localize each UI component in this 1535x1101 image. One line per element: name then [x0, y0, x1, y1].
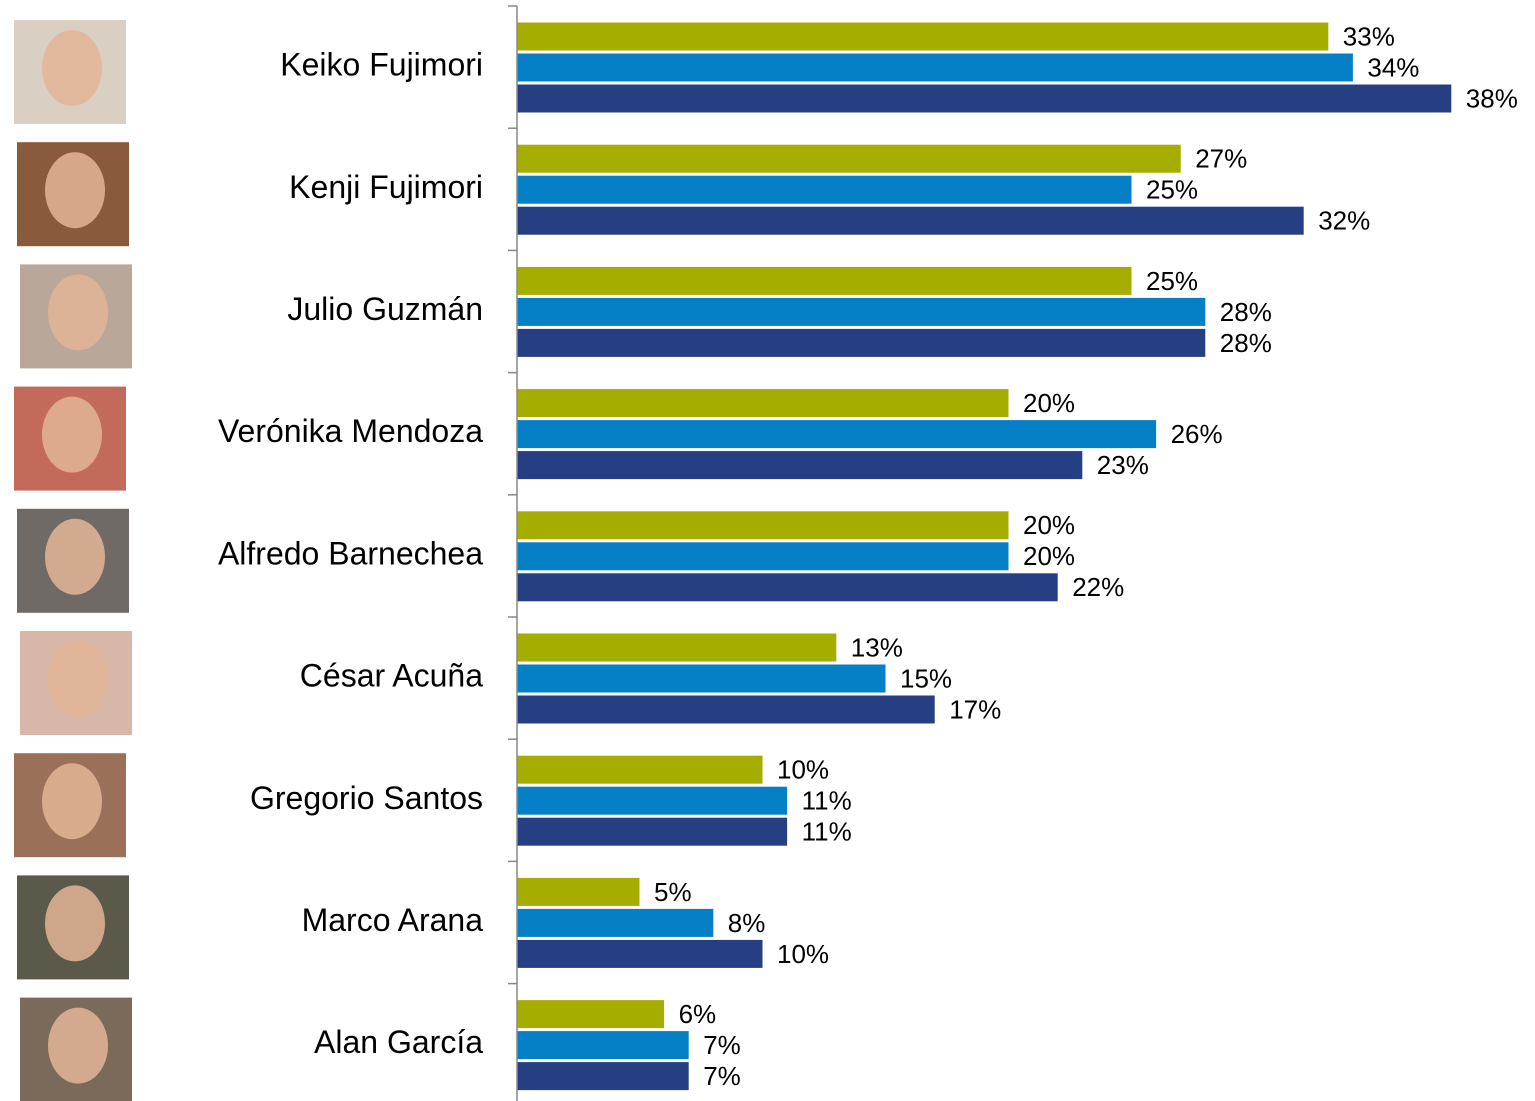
value-label: 7% — [703, 1061, 741, 1091]
photo-face — [45, 885, 105, 962]
value-label: 32% — [1318, 206, 1370, 236]
bar — [516, 388, 1010, 419]
photo-face — [48, 641, 108, 717]
value-label: 20% — [1023, 510, 1075, 540]
bar — [516, 541, 1010, 572]
bar — [516, 876, 641, 907]
category-label: Alan García — [314, 1024, 483, 1060]
bar — [516, 21, 1330, 52]
value-label: 17% — [949, 694, 1001, 724]
value-label: 25% — [1146, 266, 1198, 296]
bar — [516, 52, 1354, 83]
photo-face — [42, 30, 102, 106]
bar — [516, 1061, 690, 1092]
value-label: 38% — [1466, 83, 1518, 113]
category-label: Alfredo Barnechea — [218, 535, 483, 571]
bar — [516, 938, 764, 969]
value-label: 33% — [1343, 21, 1395, 51]
value-label: 11% — [802, 786, 852, 816]
value-label: 8% — [728, 908, 766, 938]
category-label: Verónika Mendoza — [218, 413, 483, 449]
photo-face — [48, 1007, 108, 1084]
value-label: 11% — [802, 817, 852, 847]
value-label: 34% — [1367, 52, 1419, 82]
value-label: 26% — [1171, 419, 1223, 449]
value-label: 15% — [900, 663, 952, 693]
bar — [516, 663, 887, 694]
bar — [516, 785, 789, 816]
bar — [516, 572, 1059, 603]
category-label: Gregorio Santos — [250, 780, 483, 816]
value-label: 10% — [777, 755, 829, 785]
bar — [516, 265, 1133, 296]
value-label: 28% — [1220, 328, 1272, 358]
bar — [516, 754, 764, 785]
category-label: Julio Guzmán — [287, 291, 483, 327]
bar — [516, 143, 1182, 174]
category-label: César Acuña — [300, 658, 483, 694]
value-label: 25% — [1146, 175, 1198, 205]
bar — [516, 419, 1158, 450]
value-label: 6% — [679, 999, 717, 1029]
value-label: 5% — [654, 877, 692, 907]
photo-face — [42, 396, 102, 473]
bar — [516, 327, 1207, 358]
value-label: 22% — [1072, 572, 1124, 602]
bar — [516, 296, 1207, 327]
bar — [516, 632, 838, 663]
value-label: 13% — [851, 632, 903, 662]
value-label: 10% — [777, 939, 829, 969]
bar — [516, 174, 1133, 205]
category-label: Keiko Fujimori — [280, 47, 483, 83]
bar — [516, 205, 1305, 236]
category-label: Kenji Fujimori — [289, 169, 483, 205]
value-label: 20% — [1023, 388, 1075, 418]
value-label: 28% — [1220, 297, 1272, 327]
category-label: Marco Arana — [302, 902, 484, 938]
bar — [516, 816, 789, 847]
bar — [516, 450, 1084, 481]
photo-face — [48, 274, 108, 351]
bar — [516, 999, 666, 1030]
bar — [516, 510, 1010, 541]
value-label: 7% — [703, 1030, 741, 1060]
photo-face — [45, 518, 105, 595]
value-label: 23% — [1097, 450, 1149, 480]
bar — [516, 907, 715, 938]
photo-face — [42, 763, 102, 840]
value-label: 20% — [1023, 541, 1075, 571]
bar — [516, 83, 1453, 114]
value-label: 27% — [1195, 144, 1247, 174]
bar — [516, 694, 936, 725]
bar — [516, 1030, 690, 1061]
photo-face — [45, 152, 105, 229]
